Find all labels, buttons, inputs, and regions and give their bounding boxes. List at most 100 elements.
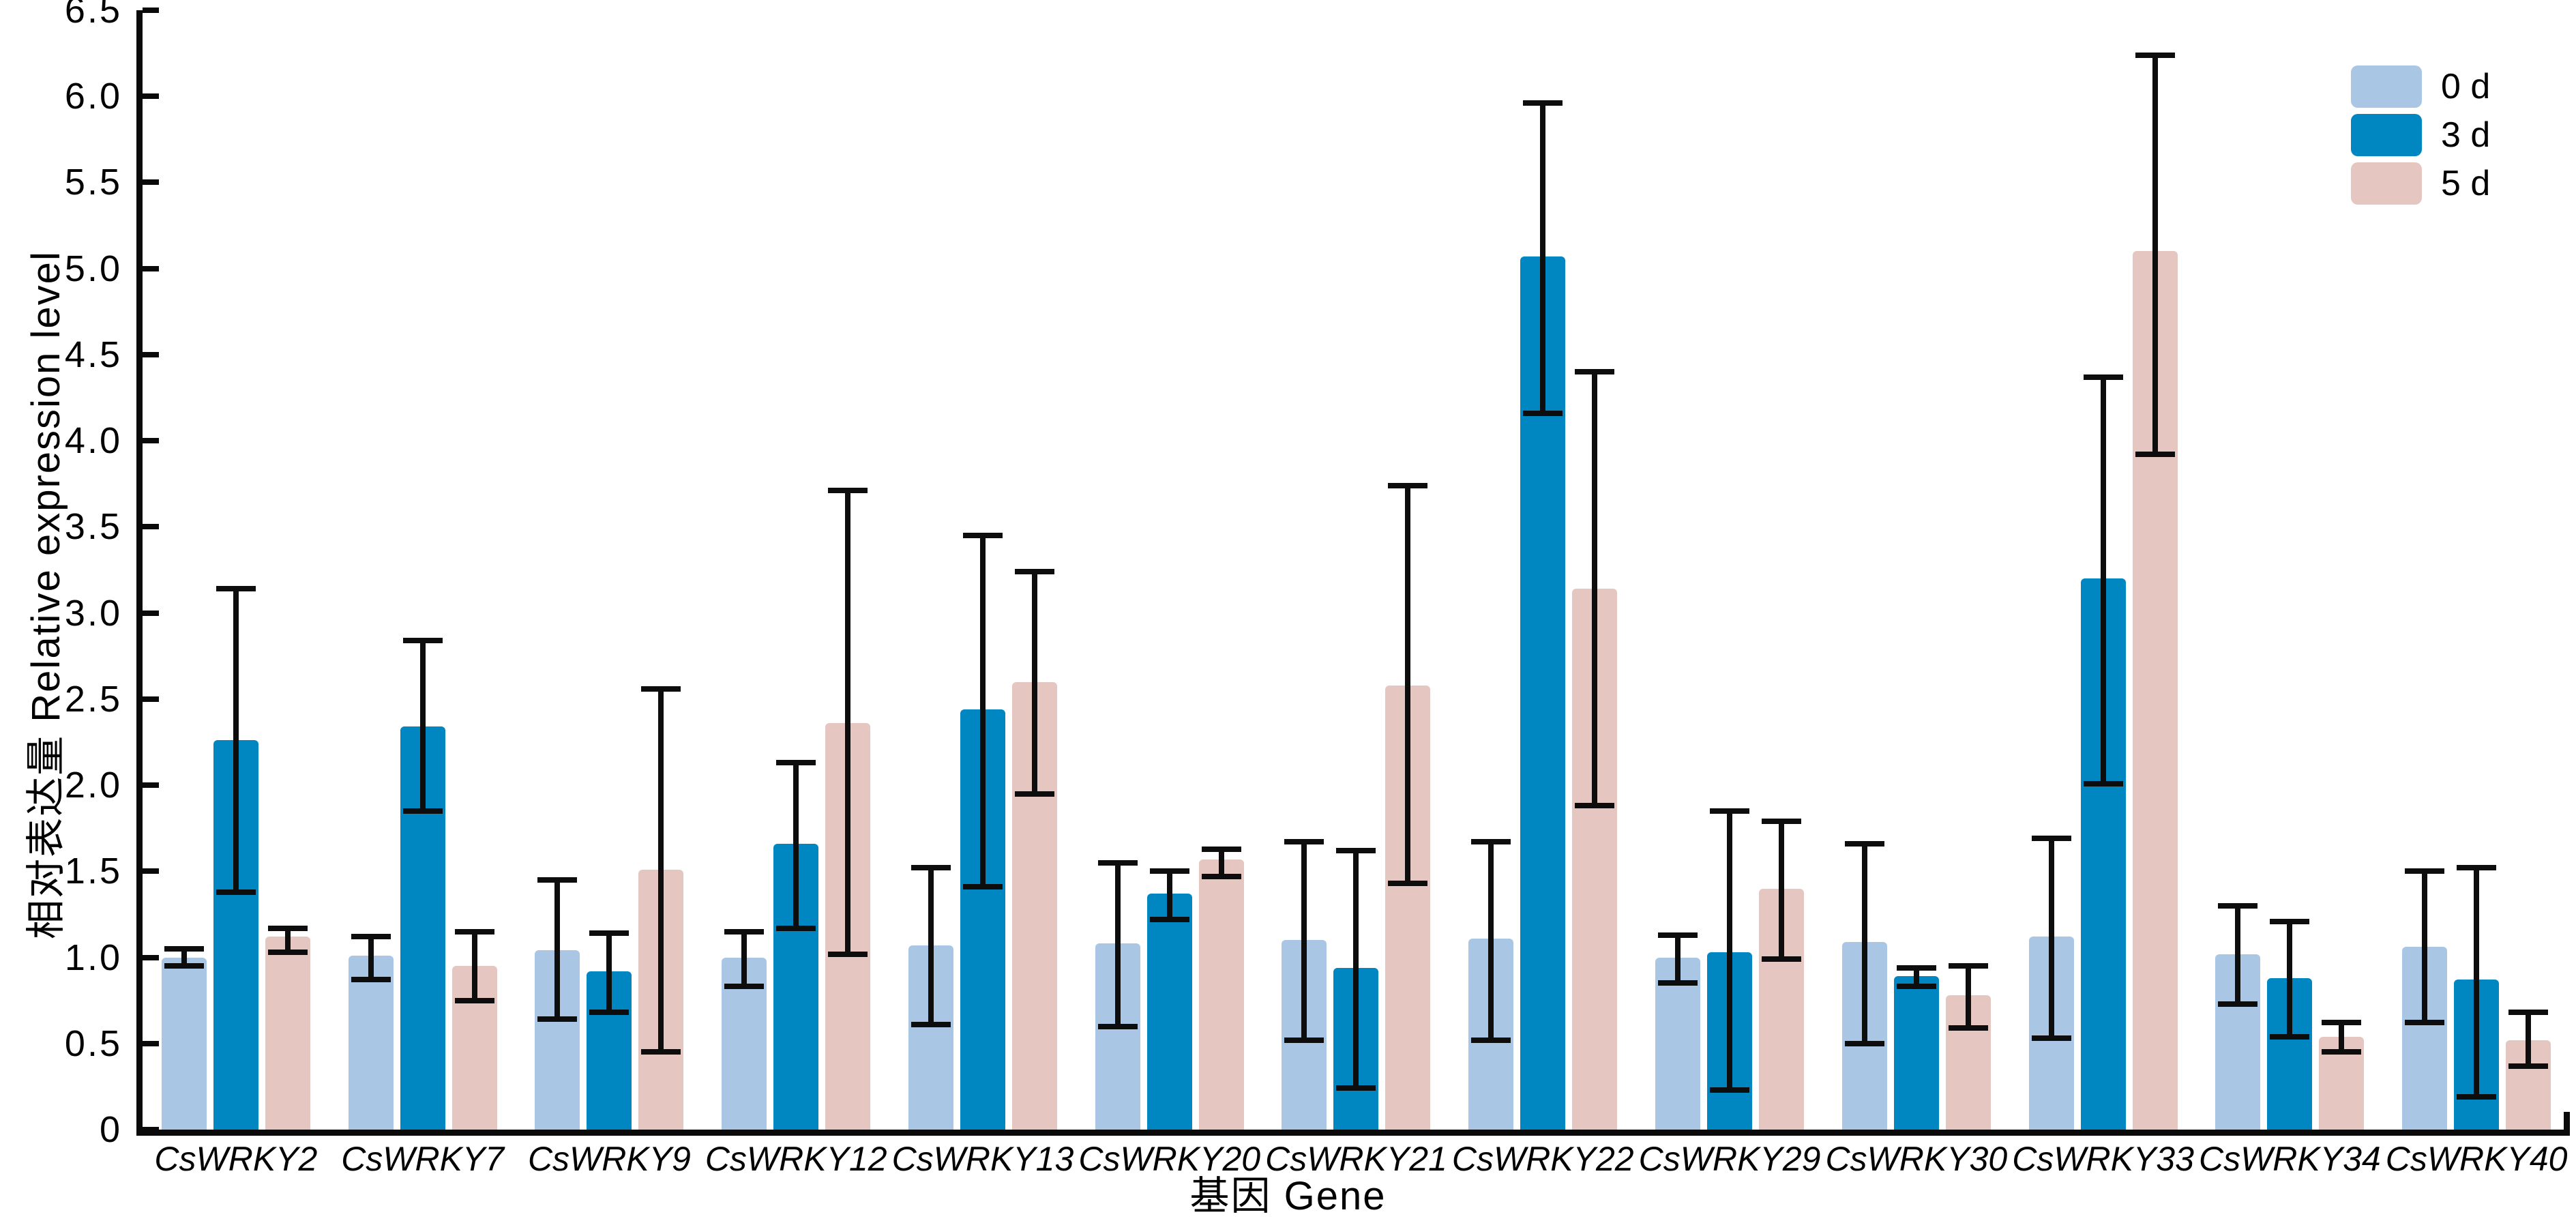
error-bar-cap	[537, 1016, 578, 1023]
bar-5d	[1198, 859, 1244, 1130]
error-bar-cap	[1948, 963, 1988, 969]
error-bar-cap	[2322, 1020, 2362, 1026]
legend-row: 5 d	[2351, 162, 2490, 205]
y-axis-tick-label: 6.0	[64, 76, 122, 117]
error-bar-cap	[776, 760, 816, 766]
error-bar-line	[2100, 377, 2106, 784]
error-bar-cap	[2218, 1001, 2258, 1007]
error-bar-cap	[267, 949, 308, 955]
error-bar-cap	[1762, 819, 1802, 825]
y-axis-tick-label: 5.5	[64, 162, 122, 203]
error-bar-cap	[2031, 1035, 2071, 1042]
x-axis-title: 基因 Gene	[1189, 1174, 1387, 1218]
error-bar-line	[1965, 966, 1971, 1029]
error-bar-line	[1675, 935, 1681, 984]
legend-swatch-3d	[2351, 114, 2422, 156]
error-bar-line	[1166, 871, 1172, 920]
error-bar-cap	[1014, 791, 1054, 797]
bar-slot	[908, 10, 953, 1130]
error-bar-cap	[1149, 917, 1189, 922]
error-bar-line	[1031, 572, 1037, 794]
error-bar-cap	[1523, 100, 1563, 106]
error-bar-cap	[402, 808, 443, 814]
error-bar-cap	[1896, 984, 1936, 990]
bar-slot	[1520, 10, 1566, 1130]
bar-slot	[2267, 10, 2313, 1130]
bar-0d	[348, 956, 394, 1130]
error-bar-cap	[454, 997, 494, 1003]
y-axis-tick	[143, 1127, 159, 1132]
error-bar-cap	[1201, 846, 1241, 852]
bar-slot	[2215, 10, 2261, 1130]
error-bar-cap	[1284, 1037, 1324, 1043]
y-axis-tick	[143, 954, 159, 960]
x-category-label: CsWRKY34	[2198, 1140, 2381, 1178]
legend: 0 d 3 d 5 d	[2351, 65, 2490, 205]
x-category-label: CsWRKY12	[705, 1140, 887, 1178]
bar-slot	[1198, 10, 1244, 1130]
error-bar-cap	[267, 925, 308, 931]
bar-5d	[265, 937, 310, 1130]
legend-swatch-5d	[2351, 162, 2422, 205]
error-bar-cap	[589, 930, 630, 937]
error-bar-cap	[2270, 1033, 2310, 1040]
error-bar-cap	[2083, 780, 2123, 786]
bar-slot	[1282, 10, 1327, 1130]
error-bar-cap	[164, 945, 204, 952]
error-bar-cap	[641, 686, 681, 692]
error-bar-line	[1727, 810, 1733, 1090]
error-bar-line	[979, 535, 986, 887]
error-bar-cap	[2083, 374, 2123, 380]
error-bar-cap	[164, 963, 204, 969]
bar-slot	[348, 10, 394, 1130]
error-bar-cap	[2135, 52, 2175, 58]
error-bar-cap	[641, 1049, 681, 1055]
error-bar-cap	[2457, 865, 2497, 871]
error-bar-cap	[2457, 1094, 2497, 1100]
error-bar-cap	[724, 928, 765, 935]
error-bar-line	[606, 933, 612, 1013]
y-axis-tick	[143, 782, 159, 789]
y-axis-tick	[143, 696, 159, 702]
error-bar-cap	[1097, 1023, 1138, 1029]
y-axis-tick	[143, 868, 159, 874]
y-axis-tick	[143, 1040, 159, 1046]
legend-row: 3 d	[2351, 114, 2490, 156]
y-axis-tick-label: 0	[99, 1109, 122, 1150]
bar-group-cswrky9	[516, 10, 703, 1130]
bar-group-cswrky29	[1636, 10, 1823, 1130]
y-axis-tick	[143, 265, 159, 271]
error-bar-line	[419, 641, 426, 811]
error-bar-cap	[962, 533, 1003, 539]
error-bar-cap	[1710, 808, 1750, 814]
error-bar-cap	[2135, 452, 2175, 458]
bar-slot	[535, 10, 580, 1130]
y-axis-tick	[143, 524, 159, 530]
error-bar-cap	[1388, 880, 1428, 886]
error-bar-line	[1488, 842, 1494, 1040]
error-bar-cap	[911, 1022, 951, 1027]
y-axis-tick-label: 1.5	[64, 851, 122, 892]
error-bar-cap	[1201, 873, 1241, 879]
y-axis-tick	[143, 610, 159, 616]
bar-slot	[2506, 10, 2551, 1130]
bar-group-cswrky2	[143, 10, 329, 1130]
error-bar-cap	[776, 925, 816, 931]
error-bar-line	[284, 928, 291, 952]
error-bar-line	[471, 931, 477, 1001]
bar-slot	[1011, 10, 1057, 1130]
x-category-label: CsWRKY40	[2385, 1140, 2568, 1178]
y-axis-tick-label: 3.5	[64, 506, 122, 548]
error-bar-cap	[1896, 965, 1936, 971]
error-bar-line	[181, 948, 187, 967]
error-bar-cap	[1097, 859, 1138, 866]
bar-slot	[1707, 10, 1753, 1130]
bar-slot	[722, 10, 767, 1130]
y-axis-tick-label: 3.0	[64, 592, 122, 634]
error-bar-line	[2474, 868, 2480, 1098]
error-bar-line	[1405, 485, 1411, 883]
error-bar-cap	[1844, 1040, 1884, 1046]
error-bar-cap	[911, 865, 951, 871]
y-axis-tick-label: 2.5	[64, 678, 122, 720]
